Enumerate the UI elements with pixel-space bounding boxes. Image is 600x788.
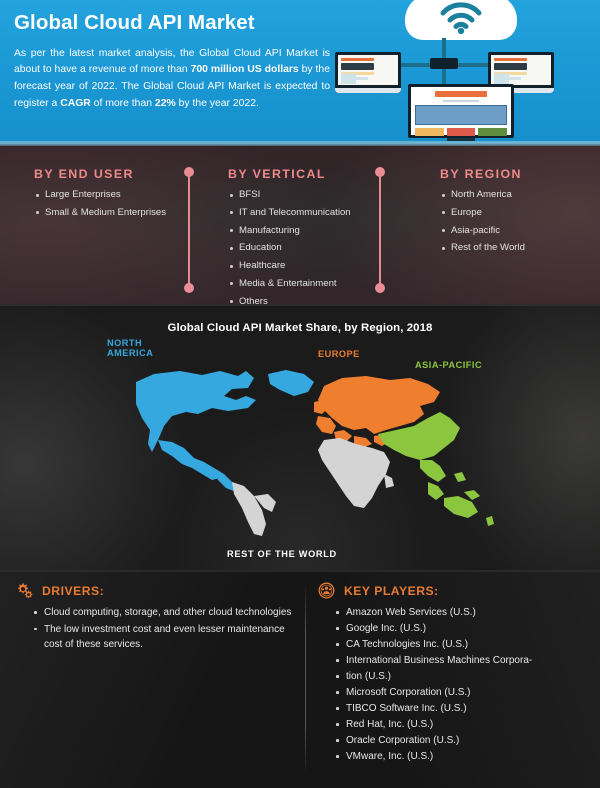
laptop-left-icon bbox=[335, 52, 401, 93]
segment-column-region: BY REGION North America Europe Asia-paci… bbox=[440, 167, 525, 261]
drivers-header: DRIVERS: bbox=[16, 582, 296, 599]
list-item: BFSI bbox=[228, 190, 351, 200]
list-item: TIBCO Software Inc. (U.S.) bbox=[336, 701, 590, 716]
map-region-north-america bbox=[136, 370, 314, 492]
drivers-column: DRIVERS: Cloud computing, storage, and o… bbox=[16, 582, 296, 654]
connector-rod bbox=[188, 172, 190, 288]
segment-connector-2 bbox=[375, 167, 385, 293]
segment-list-end-user: Large Enterprises Small & Medium Enterpr… bbox=[34, 190, 166, 217]
map-label-asia-pacific: ASIA-PACIFIC bbox=[415, 360, 483, 370]
segment-heading-end-user: BY END USER bbox=[34, 167, 134, 181]
list-item: Microsoft Corporation (U.S.) bbox=[336, 685, 590, 700]
header-description: As per the latest market analysis, the G… bbox=[14, 47, 330, 110]
connector-dot-bottom bbox=[375, 283, 385, 293]
map-label-north-america-line1: NORTH bbox=[107, 338, 143, 348]
segment-list-region: North America Europe Asia-pacific Rest o… bbox=[440, 190, 525, 253]
map-region-asia-pacific bbox=[378, 412, 494, 526]
segment-column-vertical: BY VERTICAL BFSI IT and Telecommunicatio… bbox=[228, 167, 351, 314]
list-item: IT and Telecommunication bbox=[228, 208, 351, 218]
laptop-right-icon bbox=[488, 52, 554, 93]
list-item: Media & Entertainment bbox=[228, 279, 351, 289]
section-divider bbox=[0, 570, 600, 572]
list-item: Amazon Web Services (U.S.) bbox=[336, 605, 590, 620]
list-item: Google Inc. (U.S.) bbox=[336, 621, 590, 636]
segment-connector-1 bbox=[184, 167, 194, 293]
list-item: Healthcare bbox=[228, 261, 351, 271]
key-players-list: Amazon Web Services (U.S.) Google Inc. (… bbox=[318, 605, 590, 764]
list-item: The low investment cost and even lesser … bbox=[34, 622, 296, 652]
map-title: Global Cloud API Market Share, by Region… bbox=[167, 322, 433, 334]
list-item: Others bbox=[228, 297, 351, 307]
page-title: Global Cloud API Market bbox=[14, 11, 255, 34]
segment-heading-vertical: BY VERTICAL bbox=[228, 167, 326, 181]
list-item: North America bbox=[440, 190, 525, 200]
list-item: Large Enterprises bbox=[34, 190, 166, 200]
column-divider bbox=[305, 584, 306, 774]
list-item: Europe bbox=[440, 208, 525, 218]
header-illustration bbox=[330, 0, 600, 141]
world-map-chart bbox=[136, 370, 494, 536]
drivers-list: Cloud computing, storage, and other clou… bbox=[16, 605, 296, 652]
header-section: Global Cloud API Market As per the lates… bbox=[0, 0, 600, 141]
map-section: Global Cloud API Market Share, by Region… bbox=[0, 304, 600, 570]
drivers-heading: DRIVERS: bbox=[42, 583, 105, 598]
map-label-north-america: NORTH AMERICA bbox=[107, 338, 153, 359]
list-item: Small & Medium Enterprises bbox=[34, 208, 166, 218]
section-divider bbox=[0, 304, 600, 306]
connector-rod bbox=[379, 172, 381, 288]
gears-icon bbox=[18, 583, 33, 599]
list-item: Manufacturing bbox=[228, 225, 351, 236]
list-item: tion (U.S.) bbox=[336, 669, 590, 684]
map-region-rest-of-world bbox=[232, 438, 394, 536]
wifi-icon bbox=[440, 2, 482, 34]
list-item: Asia-pacific bbox=[440, 225, 525, 236]
map-label-rest-of-world: REST OF THE WORLD bbox=[227, 549, 337, 559]
list-item: CA Technologies Inc. (U.S.) bbox=[336, 637, 590, 652]
bottom-section: DRIVERS: Cloud computing, storage, and o… bbox=[0, 570, 600, 788]
segment-column-end-user: BY END USER Large Enterprises Small & Me… bbox=[34, 167, 166, 226]
header-text-block: Global Cloud API Market As per the lates… bbox=[14, 11, 330, 113]
connector-dot-bottom bbox=[184, 283, 194, 293]
group-badge-icon bbox=[318, 582, 335, 599]
segment-heading-region: BY REGION bbox=[440, 167, 522, 181]
map-label-europe: EUROPE bbox=[318, 349, 360, 359]
list-item: Education bbox=[228, 243, 351, 253]
map-label-north-america-line2: AMERICA bbox=[107, 348, 154, 359]
key-players-column: KEY PLAYERS: Amazon Web Services (U.S.) … bbox=[318, 582, 590, 765]
list-item: VMware, Inc. (U.S.) bbox=[336, 749, 590, 764]
section-divider-strip bbox=[0, 141, 600, 146]
list-item: Oracle Corporation (U.S.) bbox=[336, 733, 590, 748]
list-item: Rest of the World bbox=[440, 243, 525, 253]
list-item: Red Hat, Inc. (U.S.) bbox=[336, 717, 590, 732]
segmentation-section: BY END USER Large Enterprises Small & Me… bbox=[0, 141, 600, 306]
list-item: Cloud computing, storage, and other clou… bbox=[34, 605, 296, 620]
network-hub-icon bbox=[430, 58, 458, 69]
desktop-monitor-icon bbox=[408, 84, 514, 141]
segment-list-vertical: BFSI IT and Telecommunication Manufactur… bbox=[228, 190, 351, 306]
list-item: International Business Machines Corpora- bbox=[336, 653, 590, 668]
key-players-heading: KEY PLAYERS: bbox=[344, 583, 439, 598]
key-players-header: KEY PLAYERS: bbox=[318, 582, 590, 599]
